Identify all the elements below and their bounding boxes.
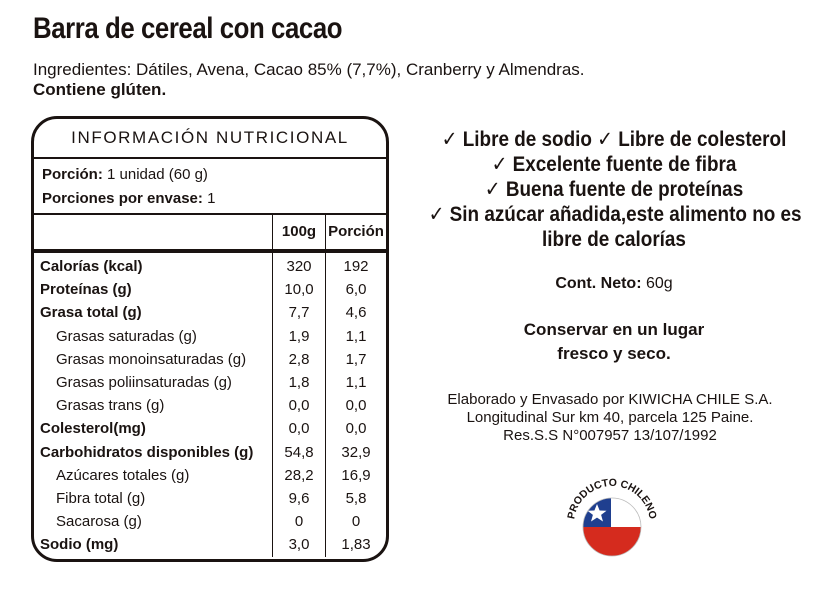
nutrient-column-header bbox=[34, 215, 273, 253]
nutrient-label: Azúcares totales (g) bbox=[56, 466, 190, 484]
value-per-portion: 1,7 bbox=[345, 350, 367, 368]
nutrient-label: Fibra total (g) bbox=[56, 490, 146, 508]
value-per-portion: 192 bbox=[343, 258, 369, 275]
value-per-100g: 0,0 bbox=[272, 394, 326, 418]
nutrition-facts-panel: INFORMACIÓN NUTRICIONAL Porción: 1 unida… bbox=[31, 116, 389, 562]
nutrition-table-header: 100g Porción bbox=[34, 215, 386, 253]
nutrient-label: Calorías (kcal) bbox=[40, 258, 143, 275]
nutrition-table: 100g Porción Calorías (kcal) 320 192 Proteí… bbox=[34, 215, 386, 557]
claim-line: ✓ Buena fuente de proteínas bbox=[484, 178, 744, 201]
nutrition-row: Proteínas (g) 10,0 6,0 bbox=[34, 278, 386, 302]
value-per-portion: 0,0 bbox=[345, 420, 367, 438]
value-per-portion: 0 bbox=[351, 513, 361, 531]
nutrition-row: Grasas monoinsaturadas (g) 2,8 1,7 bbox=[34, 347, 386, 372]
nutrient-label: Grasas monoinsaturadas (g) bbox=[56, 350, 247, 368]
nutrient-label: Grasa total (g) bbox=[40, 304, 142, 322]
servings-per-container: Porciones por envase: 1 bbox=[42, 187, 378, 211]
health-claims: ✓ Libre de sodio ✓ Libre de colesterol ✓… bbox=[408, 127, 820, 252]
value-per-portion: 32,9 bbox=[341, 443, 371, 461]
value-per-100g: 54,8 bbox=[272, 440, 326, 464]
nutrition-row: Sacarosa (g) 0 0 bbox=[34, 510, 386, 534]
nutrition-row: Sodio (mg) 3,0 1,83 bbox=[34, 533, 386, 557]
nutrition-row: Grasas poliinsaturadas (g) 1,8 1,1 bbox=[34, 371, 386, 395]
value-per-portion: 5,8 bbox=[345, 490, 367, 508]
value-per-100g: 7,7 bbox=[272, 301, 326, 325]
nutrient-label: Proteínas (g) bbox=[40, 281, 132, 299]
nutrient-label: Colesterol(mg) bbox=[40, 420, 146, 438]
nutrient-label: Sacarosa (g) bbox=[56, 513, 142, 531]
value-per-100g: 0,0 bbox=[272, 417, 326, 441]
storage-instructions: Conservar en un lugar fresco y seco. bbox=[408, 318, 820, 366]
nutrition-header: INFORMACIÓN NUTRICIONAL bbox=[34, 119, 386, 159]
nutrition-row: Fibra total (g) 9,6 5,8 bbox=[34, 487, 386, 511]
value-per-portion: 6,0 bbox=[345, 281, 367, 299]
servings-value: 1 bbox=[202, 190, 216, 207]
value-per-portion: 1,1 bbox=[345, 374, 367, 392]
nutrient-label: Carbohidratos disponibles (g) bbox=[40, 443, 254, 461]
value-per-portion: 1,1 bbox=[345, 327, 367, 345]
value-per-portion: 0,0 bbox=[345, 397, 367, 415]
nutrition-row: Colesterol(mg) 0,0 0,0 bbox=[34, 417, 386, 441]
manufacturer-line: Res.S.S N°007957 13/107/1992 bbox=[503, 427, 717, 444]
net-weight-label: Cont. Neto: bbox=[555, 275, 642, 292]
nutrient-label: Sodio (mg) bbox=[40, 536, 119, 554]
nutrition-row: Grasas trans (g) 0,0 0,0 bbox=[34, 394, 386, 418]
value-per-portion: 1,83 bbox=[341, 536, 371, 554]
value-per-100g: 2,8 bbox=[272, 347, 326, 372]
net-weight: Cont. Neto: 60g bbox=[408, 275, 820, 293]
nutrition-row: Azúcares totales (g) 28,2 16,9 bbox=[34, 463, 386, 488]
nutrition-row: Grasas saturadas (g) 1,9 1,1 bbox=[34, 324, 386, 348]
nutrition-row: Grasa total (g) 7,7 4,6 bbox=[34, 301, 386, 325]
value-per-100g: 28,2 bbox=[272, 463, 326, 488]
claim-line: ✓ Libre de sodio ✓ Libre de colesterol bbox=[441, 128, 787, 151]
value-per-100g: 320 bbox=[272, 251, 326, 279]
claim-line: libre de calorías bbox=[542, 228, 686, 251]
storage-line: Conservar en un lugar bbox=[523, 320, 705, 339]
product-title: Barra de cereal con cacao bbox=[33, 12, 343, 45]
value-per-portion: 4,6 bbox=[345, 304, 367, 322]
value-per-100g: 1,9 bbox=[272, 324, 326, 348]
producto-chileno-seal-icon: PRODUCTO CHILENO bbox=[565, 477, 659, 557]
value-per-portion: 16,9 bbox=[341, 466, 371, 484]
manufacturer-info: Elaborado y Envasado por KIWICHA CHILE S… bbox=[420, 391, 800, 445]
value-per-100g: 3,0 bbox=[272, 533, 326, 557]
manufacturer-line: Elaborado y Envasado por KIWICHA CHILE S… bbox=[447, 391, 773, 408]
nutrient-label: Grasas trans (g) bbox=[56, 397, 165, 415]
serving-size-value: 1 unidad (60 g) bbox=[102, 166, 208, 183]
value-per-100g: 1,8 bbox=[272, 371, 326, 395]
claim-line: ✓ Sin azúcar añadida,este alimento no es bbox=[428, 203, 802, 226]
storage-line: fresco y seco. bbox=[557, 344, 671, 363]
servings-label: Porciones por envase: bbox=[42, 190, 203, 207]
value-per-100g: 10,0 bbox=[272, 278, 326, 302]
value-per-100g: 0 bbox=[272, 510, 326, 534]
ingredients-text: Ingredientes: Dátiles, Avena, Cacao 85% … bbox=[33, 60, 585, 79]
nutrient-label: Grasas saturadas (g) bbox=[56, 327, 197, 345]
serving-info: Porción: 1 unidad (60 g) Porciones por e… bbox=[34, 159, 386, 215]
net-weight-value: 60g bbox=[641, 275, 673, 292]
manufacturer-line: Longitudinal Sur km 40, parcela 125 Pain… bbox=[466, 409, 754, 426]
per-portion-header: Porción bbox=[325, 215, 386, 253]
serving-size-label: Porción: bbox=[42, 166, 103, 183]
per-100g-header: 100g bbox=[272, 215, 326, 253]
nutrient-label: Grasas poliinsaturadas (g) bbox=[56, 374, 232, 392]
nutrition-row: Carbohidratos disponibles (g) 54,8 32,9 bbox=[34, 440, 386, 464]
value-per-100g: 9,6 bbox=[272, 487, 326, 511]
nutrition-row: Calorías (kcal) 320 192 bbox=[34, 251, 386, 279]
claim-line: ✓ Excelente fuente de fibra bbox=[491, 153, 737, 176]
serving-size: Porción: 1 unidad (60 g) bbox=[42, 163, 378, 187]
allergen-text: Contiene glúten. bbox=[33, 80, 167, 99]
